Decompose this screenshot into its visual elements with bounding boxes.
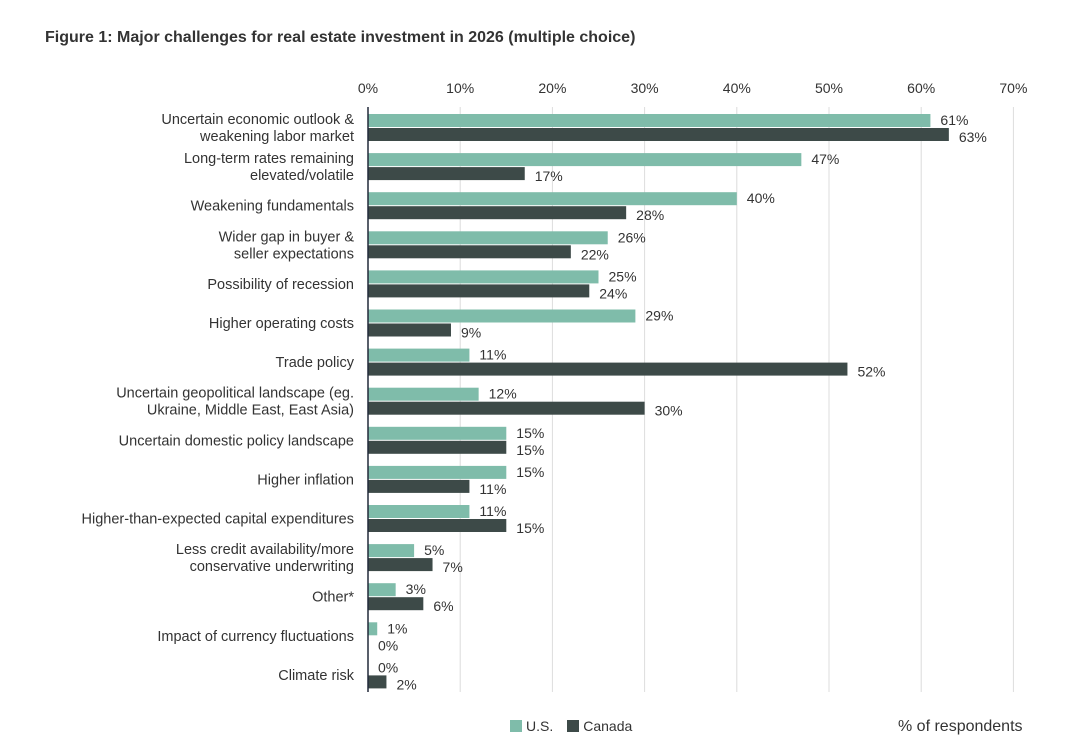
category-label: conservative underwriting xyxy=(190,559,354,575)
data-label-canada: 2% xyxy=(396,676,416,692)
bar-canada xyxy=(368,284,590,298)
category-label: seller expectations xyxy=(234,246,354,262)
category-label: weakening labor market xyxy=(199,129,354,145)
data-label-us: 40% xyxy=(747,190,775,206)
category-label: Long-term rates remaining xyxy=(184,151,354,167)
bar-canada xyxy=(368,597,424,611)
bar-canada xyxy=(368,167,525,181)
data-label-us: 15% xyxy=(516,425,544,441)
bar-us xyxy=(368,231,608,245)
x-tick-label: 60% xyxy=(907,80,935,96)
x-tick-label: 50% xyxy=(815,80,843,96)
data-label-us: 47% xyxy=(811,151,839,167)
bar-us xyxy=(368,583,396,597)
bar-us xyxy=(368,270,599,284)
category-label: Less credit availability/more xyxy=(176,542,354,558)
bar-us xyxy=(368,192,737,206)
bar-us xyxy=(368,309,636,323)
data-label-us: 26% xyxy=(618,229,646,245)
data-label-us: 11% xyxy=(479,347,506,363)
category-label: Wider gap in buyer & xyxy=(219,229,355,245)
data-label-us: 61% xyxy=(940,112,968,128)
bar-canada xyxy=(368,479,470,493)
x-tick-label: 0% xyxy=(358,80,378,96)
bar-canada xyxy=(368,245,571,259)
chart-title: Figure 1: Major challenges for real esta… xyxy=(45,29,636,46)
data-label-us: 5% xyxy=(424,542,444,558)
category-label: Higher inflation xyxy=(257,472,354,488)
category-label: Higher operating costs xyxy=(209,316,354,332)
data-label-us: 25% xyxy=(609,268,637,284)
data-label-canada: 0% xyxy=(378,637,398,653)
units-label: % of respondents xyxy=(898,718,1023,735)
category-label: Uncertain domestic policy landscape xyxy=(119,433,354,449)
data-label-canada: 7% xyxy=(443,559,463,575)
bar-us xyxy=(368,622,378,636)
legend-swatch-us xyxy=(510,720,522,732)
bar-canada xyxy=(368,558,433,572)
data-label-canada: 17% xyxy=(535,168,563,184)
data-label-us: 15% xyxy=(516,464,544,480)
category-label: Weakening fundamentals xyxy=(191,199,354,215)
bar-us xyxy=(368,348,470,362)
legend-item-us: U.S. xyxy=(510,718,553,734)
bar-canada xyxy=(368,519,507,532)
x-tick-label: 70% xyxy=(999,80,1027,96)
bar-us xyxy=(368,426,507,440)
bar-canada xyxy=(368,206,627,220)
bar-us xyxy=(368,153,802,167)
category-label: elevated/volatile xyxy=(250,168,354,184)
x-tick-label: 20% xyxy=(538,80,566,96)
bar-canada xyxy=(368,675,387,689)
category-label: Ukraine, Middle East, East Asia) xyxy=(147,403,354,419)
bar-canada xyxy=(368,362,848,376)
data-label-canada: 24% xyxy=(599,285,627,301)
data-label-canada: 15% xyxy=(516,520,544,536)
data-label-canada: 52% xyxy=(857,364,885,380)
legend-label-us: U.S. xyxy=(526,718,554,734)
bar-canada xyxy=(368,440,507,454)
bar-canada xyxy=(368,128,949,141)
x-tick-label: 40% xyxy=(723,80,751,96)
data-label-canada: 9% xyxy=(461,325,481,341)
category-label: Possibility of recession xyxy=(207,277,354,293)
data-label-canada: 63% xyxy=(959,129,987,145)
data-label-us: 29% xyxy=(645,308,673,324)
category-label: Uncertain geopolitical landscape (eg. xyxy=(116,386,354,402)
data-label-us: 12% xyxy=(489,386,517,402)
category-label: Other* xyxy=(312,590,354,606)
data-label-us: 1% xyxy=(387,620,407,636)
legend: U.S. Canada xyxy=(510,718,646,734)
bar-canada xyxy=(368,323,451,337)
category-label: Climate risk xyxy=(278,668,354,684)
bar-us xyxy=(368,387,479,401)
data-label-canada: 6% xyxy=(433,598,453,614)
data-label-canada: 28% xyxy=(636,207,664,223)
x-tick-label: 10% xyxy=(446,80,474,96)
data-label-canada: 11% xyxy=(479,481,506,497)
bar-us xyxy=(368,505,470,518)
data-label-us: 11% xyxy=(479,503,506,519)
bar-us xyxy=(368,465,507,479)
data-label-canada: 30% xyxy=(655,403,683,419)
legend-swatch-canada xyxy=(567,720,580,732)
category-label: Trade policy xyxy=(276,355,355,371)
category-label: Higher-than-expected capital expenditure… xyxy=(82,512,354,528)
x-tick-label: 30% xyxy=(631,80,659,96)
bar-us xyxy=(368,544,415,558)
bar-canada xyxy=(368,401,645,415)
data-label-us: 0% xyxy=(378,659,398,675)
data-label-us: 3% xyxy=(406,581,426,597)
bar-us xyxy=(368,114,931,127)
legend-item-canada: Canada xyxy=(567,718,632,734)
data-label-canada: 15% xyxy=(516,442,544,458)
data-label-canada: 22% xyxy=(581,246,609,262)
category-label: Impact of currency fluctuations xyxy=(157,629,354,645)
category-label: Uncertain economic outlook & xyxy=(161,112,354,128)
legend-label-canada: Canada xyxy=(583,718,633,734)
